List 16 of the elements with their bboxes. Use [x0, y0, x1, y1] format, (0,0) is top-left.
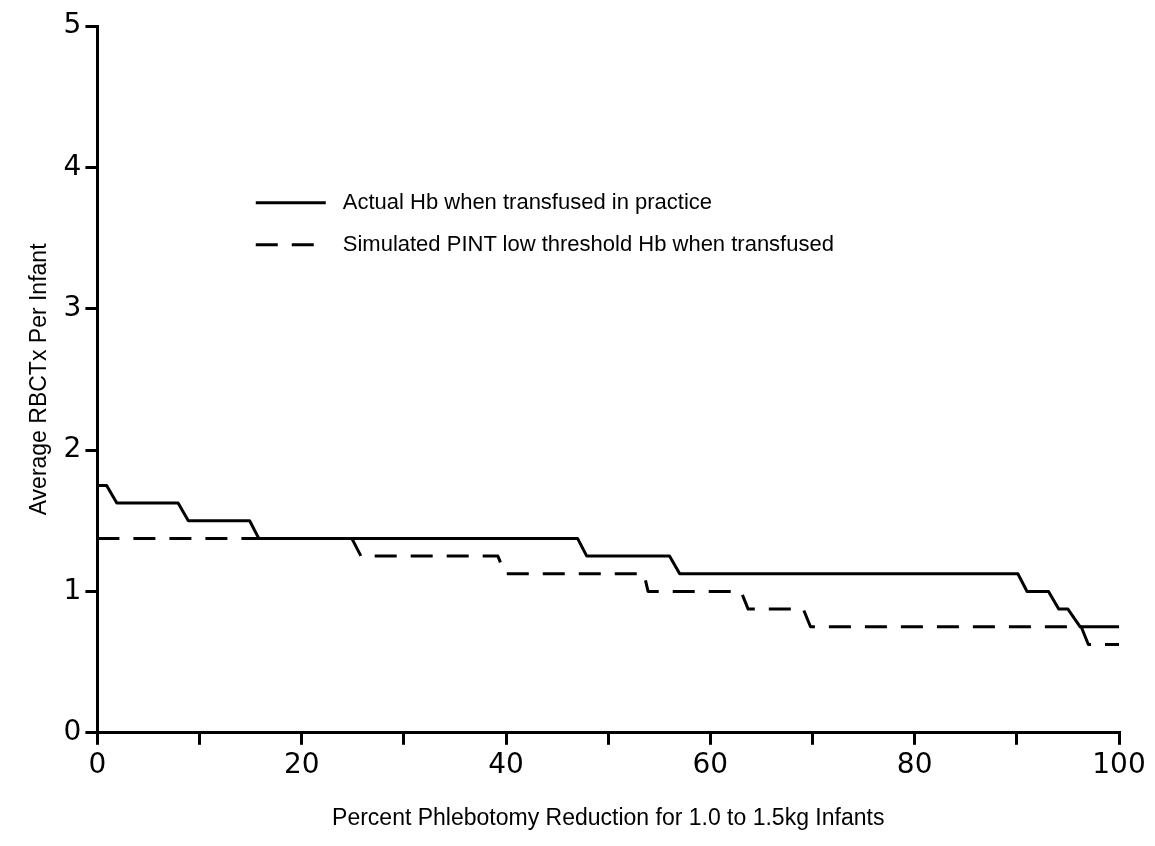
x-tick-label: 80: [896, 746, 933, 780]
y-axis-title: Average RBCTx Per Infant: [25, 242, 52, 516]
legend-label: Simulated PINT low threshold Hb when transfused: [342, 230, 834, 256]
y-tick-label: 2: [63, 431, 82, 465]
x-axis-title: Percent Phlebotomy Reduction for 1.0 to 1.5kg Infants: [332, 803, 885, 830]
x-tick-label: 0: [88, 746, 107, 780]
legend-label: Actual Hb when transfused in practice: [342, 188, 713, 214]
x-tick-label: 60: [692, 746, 729, 780]
x-tick-label: 20: [283, 746, 320, 780]
x-tick-label: 40: [488, 746, 524, 780]
x-tick-label: 100: [1092, 746, 1146, 780]
y-tick-label: 5: [63, 7, 82, 41]
y-tick-label: 1: [63, 572, 82, 606]
y-tick-label: 4: [63, 148, 82, 182]
y-tick-label: 3: [63, 290, 82, 323]
y-tick-label: 0: [63, 714, 82, 748]
